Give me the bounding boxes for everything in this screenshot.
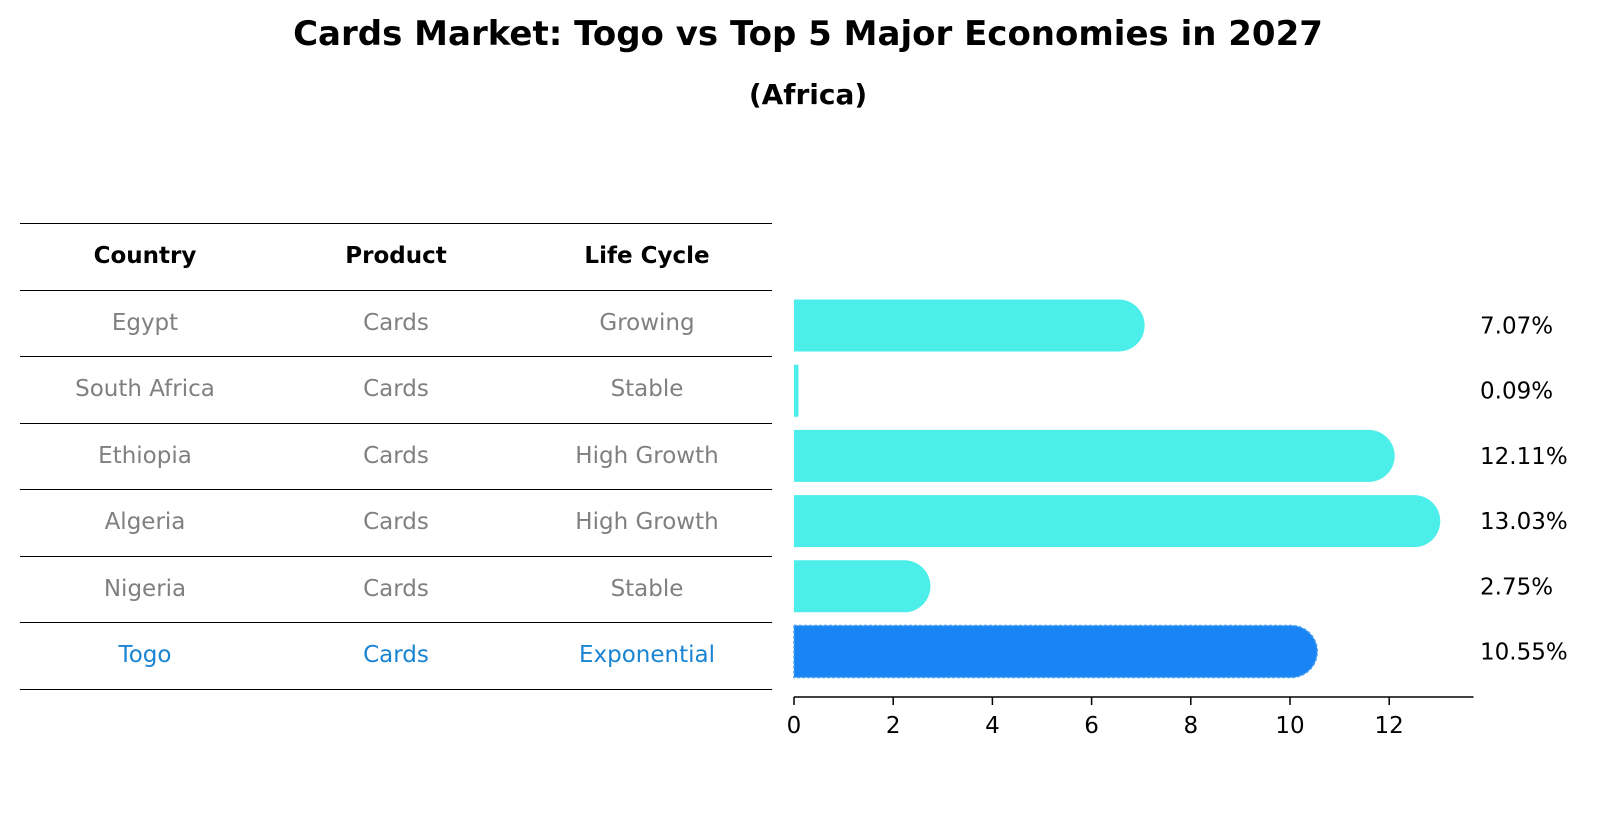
table-cell-country: Ethiopia bbox=[98, 442, 192, 469]
table-cell-product: Cards bbox=[363, 309, 429, 336]
bar-south-africa bbox=[794, 364, 799, 417]
table-cell-country: Togo bbox=[118, 642, 172, 669]
bar-nigeria bbox=[794, 560, 931, 613]
table-rule bbox=[20, 555, 772, 557]
table-rule bbox=[20, 688, 772, 690]
table-header-country: Country bbox=[93, 243, 197, 270]
x-tick-label: 2 bbox=[886, 713, 901, 739]
table-cell-country: Egypt bbox=[111, 309, 179, 336]
x-tick-label: 0 bbox=[787, 713, 802, 739]
chart-title: Cards Market: Togo vs Top 5 Major Econom… bbox=[293, 14, 1323, 54]
x-tick-label: 8 bbox=[1183, 713, 1198, 739]
bar-togo bbox=[793, 624, 1319, 679]
table-cell-product: Cards bbox=[363, 442, 429, 469]
value-label: 12.11% bbox=[1480, 444, 1568, 470]
table-cell-country: Nigeria bbox=[103, 575, 187, 602]
value-label: 7.07% bbox=[1480, 314, 1553, 340]
x-tick-label: 6 bbox=[1084, 713, 1099, 739]
table-cell-product: Cards bbox=[363, 376, 429, 403]
table-cell-life-cycle: High Growth bbox=[575, 509, 719, 536]
table-rule bbox=[20, 622, 772, 623]
table-rule bbox=[20, 289, 772, 291]
table-header-product: Product bbox=[345, 243, 447, 270]
bar-algeria bbox=[794, 495, 1441, 548]
table-cell-life-cycle: Exponential bbox=[578, 642, 715, 669]
x-tick-label: 4 bbox=[985, 713, 1000, 739]
table-rule bbox=[20, 223, 772, 224]
value-label: 0.09% bbox=[1480, 379, 1553, 405]
table-cell-product: Cards bbox=[363, 509, 429, 536]
x-tick-label: 12 bbox=[1375, 713, 1404, 739]
table-cell-product: Cards bbox=[363, 642, 429, 669]
table-cell-life-cycle: Growing bbox=[599, 309, 695, 336]
table-cell-product: Cards bbox=[363, 575, 429, 602]
x-tick-label: 10 bbox=[1275, 713, 1304, 739]
table-cell-country: Algeria bbox=[104, 509, 186, 536]
bar-ethiopia bbox=[794, 429, 1395, 482]
table-cell-life-cycle: High Growth bbox=[575, 442, 719, 469]
table-cell-life-cycle: Stable bbox=[610, 376, 684, 403]
value-label: 2.75% bbox=[1480, 574, 1553, 600]
value-label: 13.03% bbox=[1480, 509, 1568, 535]
table-cell-country: South Africa bbox=[75, 376, 215, 403]
value-label: 10.55% bbox=[1480, 640, 1568, 666]
table-rule bbox=[20, 489, 772, 490]
table-rule bbox=[20, 422, 772, 424]
table-header-life-cycle: Life Cycle bbox=[584, 243, 710, 270]
bar-egypt bbox=[794, 299, 1145, 352]
table-cell-life-cycle: Stable bbox=[610, 575, 684, 602]
table-rule bbox=[20, 356, 772, 357]
chart-subtitle: (Africa) bbox=[748, 78, 868, 111]
